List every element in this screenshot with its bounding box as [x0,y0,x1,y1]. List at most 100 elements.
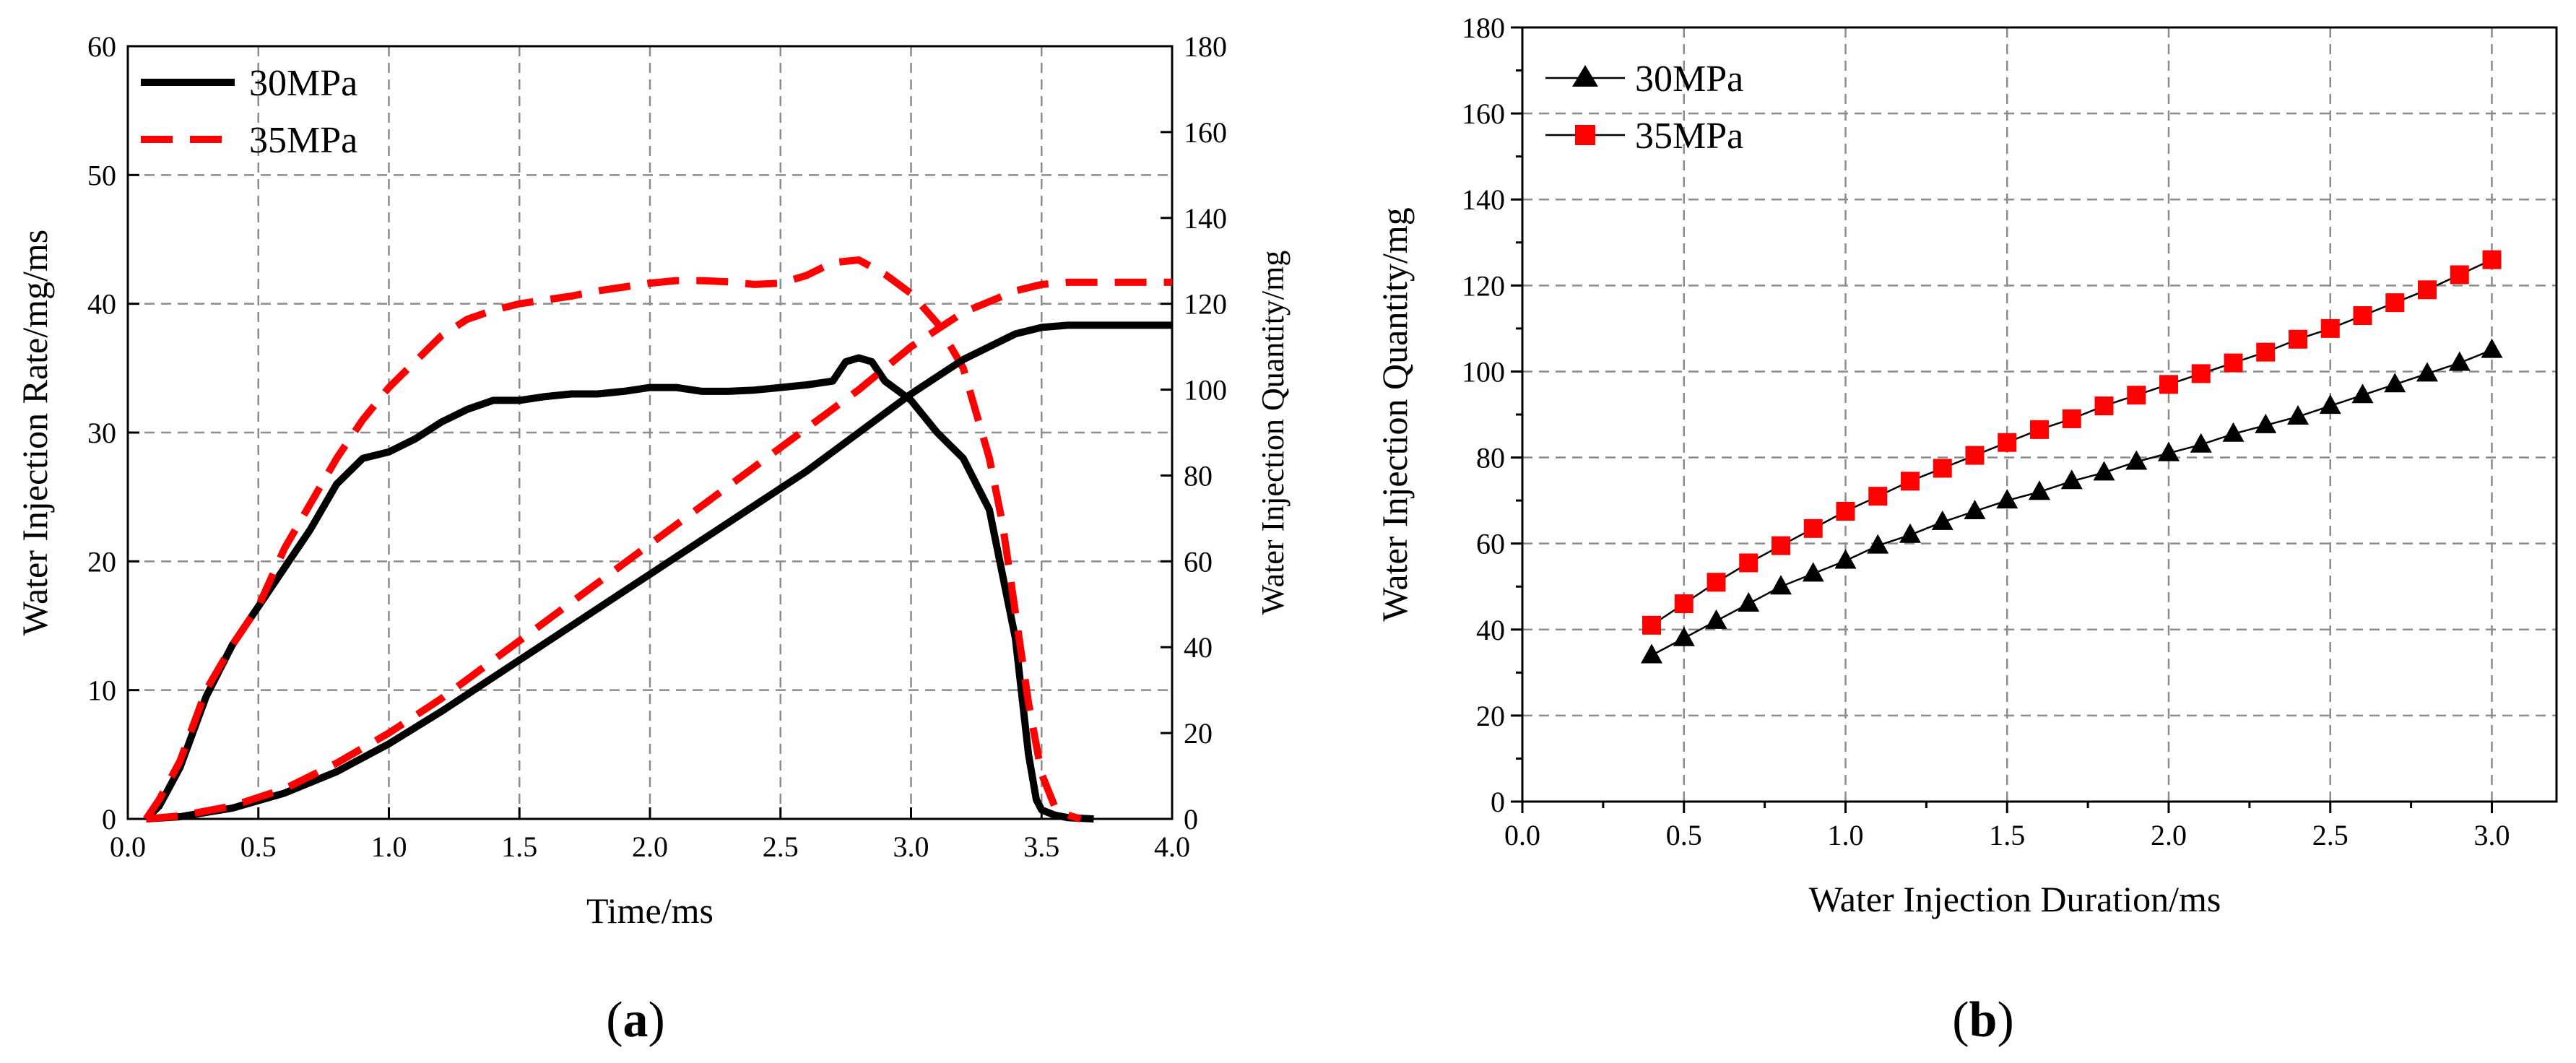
chart-a-ytick-left-label: 50 [87,159,116,191]
chart-b-xtick-label: 0.5 [1666,819,1702,851]
chart-b-point-30mpa [2029,480,2050,500]
chart-b-point-35mpa [2256,342,2276,362]
chart-b-point-35mpa [2385,293,2405,313]
chart-b-ytick-label: 40 [1476,614,1505,646]
chart-a-ytick-right-label: 140 [1184,202,1227,235]
chart-a-ytick-left-label: 0 [102,803,116,836]
chart-b-legend-marker-30mpa [1572,65,1598,87]
chart-b-point-35mpa [2320,318,2340,338]
chart-b-point-30mpa [1770,575,1792,595]
chart-b-point-35mpa [2353,306,2372,326]
chart-b-point-35mpa [1642,615,1661,635]
chart-b-point-35mpa [1836,502,1855,521]
chart-b-point-30mpa [1641,643,1662,664]
chart-a-ytick-left-label: 60 [87,30,116,63]
chart-b-xtick-label: 1.5 [1989,819,2025,851]
chart-b-point-30mpa [2125,450,2148,470]
chart-a-ytick-right-label: 0 [1184,803,1198,836]
chart-b-ytick-label: 60 [1476,528,1505,560]
chart-b-point-35mpa [1901,472,1920,491]
chart-b-point-30mpa [1738,592,1760,612]
panel-b-label: (b) [1952,992,2014,1048]
panel-a-label: (a) [606,992,665,1048]
chart-b-point-35mpa [2127,386,2146,405]
chart-a-ytick-right-label: 80 [1184,459,1213,492]
chart-b-point-30mpa [2384,373,2406,393]
chart-b-point-30mpa [2190,433,2212,453]
chart-a-ytick-left-label: 10 [87,674,116,707]
chart-a-xtick-label: 4.0 [1154,830,1190,863]
chart-b-legend-label-35mpa: 35MPa [1635,116,1743,157]
chart-a-ytick-right-label: 160 [1184,116,1227,149]
chart-b-point-35mpa [2094,396,2114,416]
chart-b-legend: 30MPa 35MPa [1545,58,1743,157]
chart-b-xtick-label: 2.5 [2312,819,2349,851]
chart-b-point-30mpa [1964,500,1986,519]
chart-b-ytick-label: 120 [1462,269,1505,302]
chart-b-point-35mpa [2450,265,2469,285]
chart-b-ytick-label: 80 [1476,442,1505,474]
chart-b-point-30mpa [2287,404,2309,425]
chart-b-point-30mpa [1931,510,1953,530]
chart-b-point-30mpa [1996,489,2018,509]
chart-b-xtick-label: 1.0 [1828,819,1864,851]
chart-b-point-30mpa [1802,562,1824,582]
chart-a-xtick-label: 2.5 [763,830,799,863]
chart-a-ticks: 0.0 0.5 1.0 1.5 2.0 2.5 3.0 3.5 4.00102030405060… [87,30,1227,863]
chart-b-point-30mpa [2448,351,2471,371]
chart-a-ytick-right-label: 40 [1184,631,1213,664]
chart-b-point-30mpa [2351,383,2374,404]
chart-a-ytick-right-label: 100 [1184,374,1227,407]
chart-b-legend-label-30mpa: 30MPa [1635,58,1743,100]
chart-b-point-35mpa [1998,433,2017,452]
chart-b-point-30mpa [2416,362,2438,382]
chart-a-xtick-label: 1.0 [371,830,407,863]
chart-b-point-30mpa [1705,609,1727,629]
chart-b-point-35mpa [2159,375,2178,394]
chart-a-xlabel: Time/ms [586,890,714,931]
chart-a-legend-label-30mpa: 30MPa [249,63,357,104]
chart-b-point-35mpa [1803,519,1823,538]
chart-b-point-30mpa [1899,523,1921,543]
chart-b-point-35mpa [2289,329,2307,349]
chart-b-series [1641,250,2503,664]
chart-a-series [143,256,1172,823]
chart-b-point-35mpa [2191,364,2211,383]
chart-a: 0.0 0.5 1.0 1.5 2.0 2.5 3.0 3.5 4.00102030405060… [14,30,1291,1048]
chart-b-point-30mpa [2158,441,2180,461]
chart-a-ytick-right-label: 20 [1184,717,1213,750]
chart-b-ytick-label: 160 [1462,97,1505,130]
chart-b-point-30mpa [2093,461,2115,481]
chart-b-xtick-label: 3.0 [2474,819,2510,851]
chart-b-point-30mpa [2481,338,2503,358]
chart-b-point-30mpa [1673,626,1695,646]
chart-a-xtick-label: 2.0 [632,830,668,863]
chart-a-series-30mpa-quantity [145,321,1172,823]
chart-b-point-35mpa [1933,459,1952,478]
chart-a-ytick-left-label: 30 [87,417,116,449]
chart-a-ytick-right-label: 60 [1184,545,1213,578]
chart-a-ytick-right-label: 120 [1184,288,1227,321]
chart-b-legend-marker-35mpa [1575,125,1595,145]
chart-a-ytick-left-label: 20 [87,545,116,578]
chart-a-ytick-right-label: 180 [1184,30,1227,63]
chart-b: 0.0 0.5 1.0 1.5 2.0 2.5 3.0 0 20 40 60 80 100 120 140 1… [1374,12,2558,1048]
chart-a-legend-label-35mpa: 35MPa [249,120,357,161]
chart-b-point-35mpa [1868,487,1888,506]
chart-b-ytick-label: 100 [1462,355,1505,388]
chart-b-point-35mpa [1739,553,1758,573]
chart-a-grid [128,46,1172,819]
chart-b-point-35mpa [2482,250,2502,269]
chart-b-point-35mpa [2418,280,2437,300]
chart-b-point-30mpa [1834,549,1857,569]
chart-b-point-35mpa [2224,353,2243,373]
chart-a-xtick-label: 0.5 [240,830,277,863]
chart-b-point-30mpa [2255,413,2277,433]
chart-a-ylabel-right: Water Injection Quantity/mg [1255,251,1291,615]
chart-b-xtick-label: 2.0 [2151,819,2187,851]
chart-b-ytick-label: 0 [1491,786,1505,818]
chart-a-series-35mpa-quantity [145,278,1172,823]
chart-b-xtick-label: 0.0 [1504,819,1540,851]
chart-a-xtick-label: 3.5 [1023,830,1059,863]
chart-a-legend: 30MPa 35MPa [141,63,357,161]
